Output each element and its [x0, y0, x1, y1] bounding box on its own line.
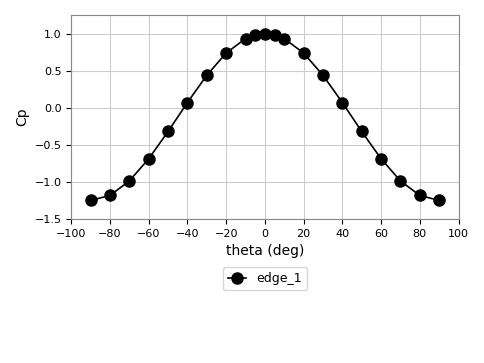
- Legend: edge_1: edge_1: [223, 267, 307, 290]
- X-axis label: theta (deg): theta (deg): [226, 244, 304, 258]
- Y-axis label: Cp: Cp: [15, 108, 29, 126]
